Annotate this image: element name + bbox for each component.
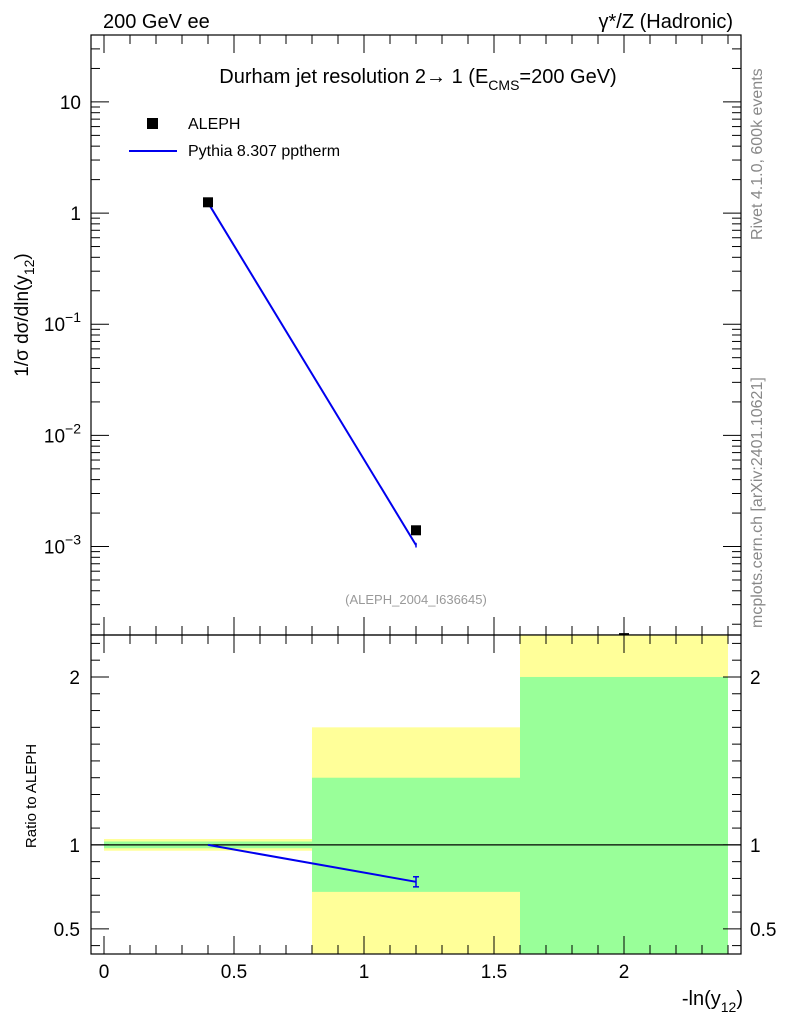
ratio-y-tick-label-left: 1: [69, 836, 80, 857]
pythia-ratio-line: [207, 843, 417, 883]
pythia-main-line: [207, 202, 417, 546]
main-title: Durham jet resolution 2→ 1 (ECMS=200 GeV…: [219, 66, 616, 93]
main-y-tick-label: 10−2: [44, 420, 81, 447]
ratio-y-tick-label-right: 1: [750, 836, 761, 857]
x-tick-label: 0: [99, 962, 110, 983]
main-y-tick-label: 10−3: [44, 532, 81, 559]
main-y-tick-label: 10−1: [44, 309, 81, 336]
main-panel: 10 1 10−1 10−2 10−3 Durham jet resolution 2→…: [12, 34, 742, 636]
ratio-y-axis-label: Ratio to ALEPH: [23, 744, 40, 848]
main-y-axis-label: 1/σ dσ/dln(y12): [12, 253, 37, 377]
ratio-marks-layer: [91, 635, 741, 954]
header-right-label: γ*/Z (Hadronic): [599, 11, 733, 33]
x-tick-label: 1: [359, 962, 370, 983]
x-tick-label: 2: [619, 962, 630, 983]
main-ticks-layer: 10 1 10−1 10−2 10−3: [44, 34, 741, 635]
x-tick-label: 1.5: [481, 962, 507, 983]
legend-aleph-label: ALEPH: [188, 116, 240, 133]
header-left-label: 200 GeV ee: [103, 11, 210, 33]
legend-aleph-marker: [147, 118, 158, 129]
ratio-y-tick-label-right: 0.5: [750, 920, 776, 941]
ratio-inner-band: [520, 676, 728, 954]
mcplots-label: mcplots.cern.ch [arXiv:2401.10621]: [749, 377, 766, 628]
main-y-tick-label: 10: [60, 93, 81, 114]
aleph-data-point: [203, 197, 213, 208]
main-marks-layer: [203, 197, 629, 635]
ratio-y-tick-label-left: 2: [69, 668, 80, 689]
rivet-version-label: Rivet 4.1.0, 600k events: [749, 68, 766, 240]
ratio-panel: 0.5 0.5 1 1 2 2 0 0.5 1 1.5 2 Ratio to ALEPH -ln(y…: [23, 634, 776, 1015]
legend: ALEPH Pythia 8.307 pptherm: [129, 116, 340, 160]
aleph-data-point: [411, 525, 421, 536]
legend-pythia-label: Pythia 8.307 pptherm: [188, 143, 340, 160]
x-axis-label: -ln(y12): [682, 988, 743, 1015]
analysis-id-annotation: (ALEPH_2004_I636645): [345, 592, 487, 607]
x-tick-label: 0.5: [221, 962, 247, 983]
ratio-ticks-layer: 0.5 0.5 1 1 2 2 0 0.5 1 1.5 2: [54, 635, 776, 983]
main-y-tick-label: 1: [70, 204, 81, 225]
ratio-y-tick-label-left: 0.5: [54, 920, 80, 941]
ratio-inner-band: [312, 777, 520, 892]
ratio-y-tick-label-right: 2: [750, 668, 761, 689]
